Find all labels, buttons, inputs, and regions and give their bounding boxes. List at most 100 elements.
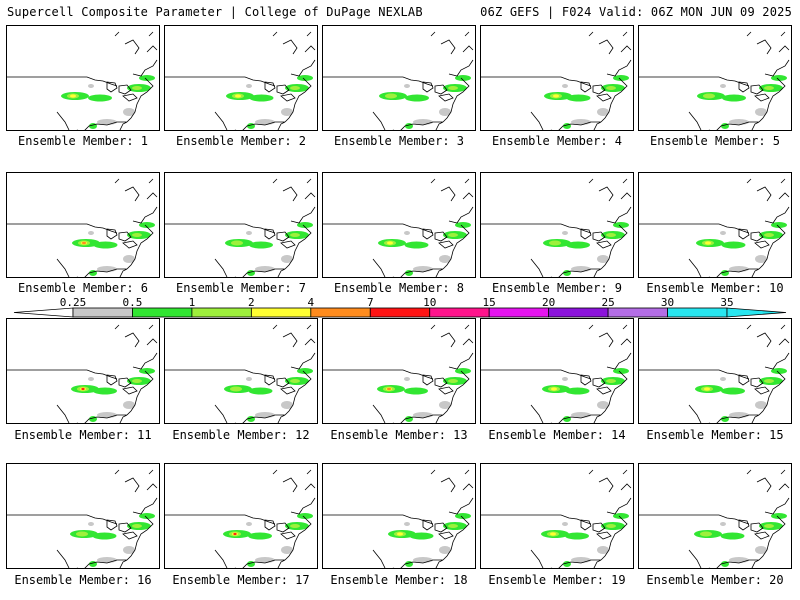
map-outline — [280, 531, 296, 540]
map-outline — [264, 228, 276, 240]
map-outline — [422, 374, 434, 386]
ensemble-member-map — [638, 172, 792, 278]
ensemble-member-map — [6, 463, 160, 569]
ensemble-member-label: Ensemble Member: 17 — [172, 573, 310, 587]
map-outline — [750, 522, 764, 533]
colorbar-segment — [72, 307, 133, 318]
map-outline — [323, 369, 434, 380]
map-outline — [481, 514, 592, 525]
map-outline — [530, 258, 551, 277]
map-outline — [754, 93, 770, 102]
ensemble-member-map — [164, 25, 318, 131]
map-outline — [323, 514, 434, 525]
map-outline — [214, 549, 235, 568]
colorbar-segment — [429, 307, 490, 318]
map-outline — [750, 84, 764, 95]
map-outline — [434, 84, 448, 95]
map-outline — [372, 258, 393, 277]
map-outline — [438, 531, 454, 540]
map-outline — [754, 531, 770, 540]
valid-time: 06Z GEFS | F024 Valid: 06Z MON JUN 09 20… — [480, 5, 792, 19]
map-outline — [235, 121, 286, 130]
map-outline — [639, 514, 750, 525]
map-outline — [106, 228, 118, 240]
ensemble-member-label: Ensemble Member: 13 — [330, 428, 468, 442]
ensemble-member-label: Ensemble Member: 1 — [17, 134, 149, 148]
ensemble-member-map — [480, 25, 634, 131]
map-outline — [280, 386, 296, 395]
map-outline — [738, 81, 750, 93]
map-outline — [551, 414, 602, 423]
map-outline — [600, 352, 632, 416]
map-outline — [442, 206, 474, 270]
ensemble-member-map — [164, 318, 318, 424]
ensemble-member-label: Ensemble Member: 6 — [17, 281, 149, 295]
ensemble-member-map — [322, 318, 476, 424]
map-outline — [122, 240, 138, 249]
map-outline — [214, 258, 235, 277]
map-outline — [165, 223, 276, 234]
map-outline — [122, 386, 138, 395]
map-outline — [639, 223, 750, 234]
map-outline — [580, 228, 592, 240]
colorbar-segment — [667, 307, 728, 318]
colorbar-segment — [607, 307, 668, 318]
map-outline — [122, 531, 138, 540]
map-outline — [481, 369, 592, 380]
page-title: Supercell Composite Parameter | College … — [7, 5, 423, 19]
map-outline — [56, 111, 77, 130]
ensemble-member-label: Ensemble Member: 4 — [491, 134, 623, 148]
colorbar-segment — [250, 307, 312, 318]
map-outline — [530, 549, 551, 568]
ensemble-member-map — [164, 172, 318, 278]
map-outline — [738, 374, 750, 386]
map-outline — [709, 268, 760, 277]
map-outline — [393, 414, 444, 423]
map-outline — [600, 206, 632, 270]
map-outline — [580, 519, 592, 531]
map-outline — [118, 231, 132, 242]
map-outline — [709, 559, 760, 568]
map-outline — [438, 386, 454, 395]
map-outline — [422, 228, 434, 240]
scp-field — [377, 368, 471, 422]
map-outline — [600, 497, 632, 561]
map-outline — [588, 178, 632, 202]
ensemble-member-label: Ensemble Member: 15 — [646, 428, 784, 442]
colorbar-high-arrow — [726, 307, 787, 318]
scp-field — [71, 368, 155, 422]
colorbar-tick-label: 35 — [720, 296, 734, 309]
map-outline — [276, 377, 290, 388]
ensemble-member-label: Ensemble Member: 7 — [175, 281, 307, 295]
map-outline — [596, 531, 612, 540]
ensemble-member-label: Ensemble Member: 12 — [172, 428, 310, 442]
map-outline — [284, 59, 316, 123]
map-outline — [442, 497, 474, 561]
ensemble-member-map — [638, 318, 792, 424]
map-outline — [709, 121, 760, 130]
map-outline — [276, 84, 290, 95]
ensemble-member-label: Ensemble Member: 20 — [646, 573, 784, 587]
map-outline — [214, 404, 235, 423]
map-outline — [235, 559, 286, 568]
map-outline — [272, 324, 316, 348]
map-outline — [754, 240, 770, 249]
ensemble-member-map — [6, 172, 160, 278]
map-outline — [126, 59, 158, 123]
colorbar-tick-label: 15 — [482, 296, 496, 309]
map-outline — [126, 206, 158, 270]
scp-field — [544, 75, 629, 129]
map-outline — [422, 81, 434, 93]
map-outline — [430, 178, 474, 202]
map-outline — [688, 258, 709, 277]
map-outline — [434, 377, 448, 388]
scp-field — [225, 222, 313, 276]
scp-field — [224, 368, 313, 422]
map-outline — [580, 81, 592, 93]
map-outline — [580, 374, 592, 386]
map-outline — [592, 377, 606, 388]
ensemble-member-label: Ensemble Member: 14 — [488, 428, 626, 442]
map-outline — [592, 231, 606, 242]
map-outline — [264, 374, 276, 386]
ensemble-member-map — [322, 463, 476, 569]
